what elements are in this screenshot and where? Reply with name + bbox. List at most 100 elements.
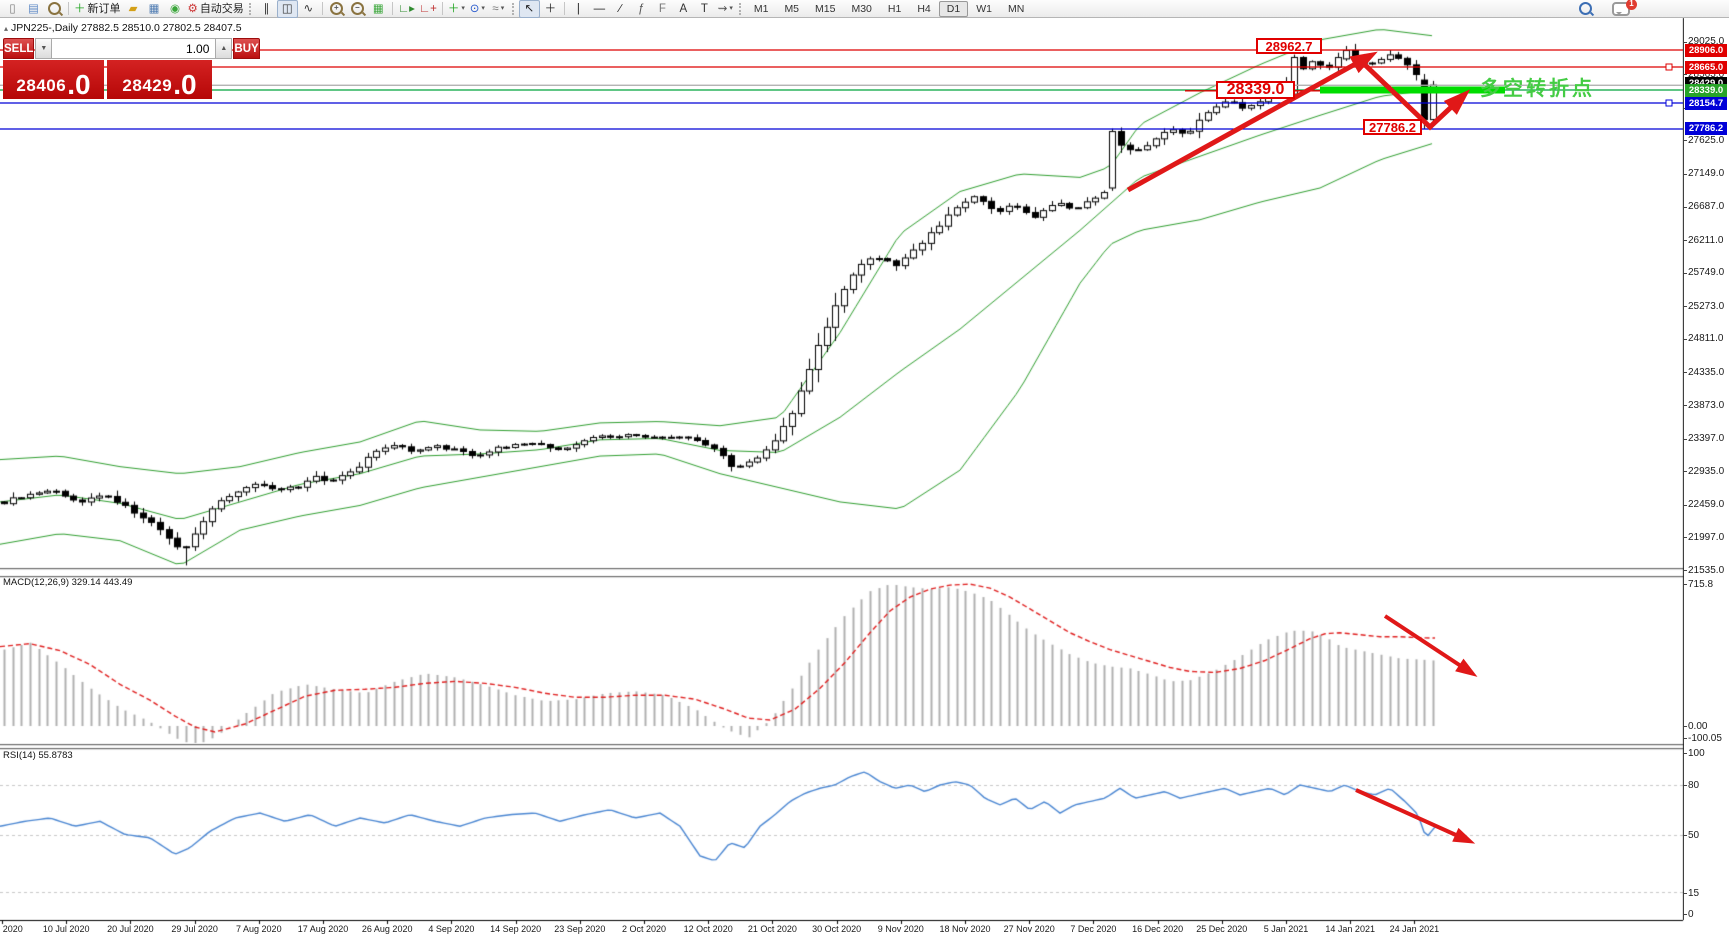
charts-panel-icon[interactable]: ▤ — [28, 2, 39, 15]
price-axis-label: 27625.0 — [1683, 134, 1725, 146]
tf-h4[interactable]: H4 — [917, 2, 931, 15]
chart-shift-button[interactable]: ∟▸ — [397, 2, 415, 15]
toolbar-separator — [321, 2, 323, 15]
tf-d1[interactable]: D1 — [938, 0, 969, 17]
cursor-button[interactable]: ↖ — [518, 0, 540, 18]
search-icon[interactable] — [1575, 0, 1596, 18]
arrow-head — [1455, 658, 1478, 677]
autotrade-button[interactable]: ⚙ 自动交易 — [187, 2, 244, 15]
price-axis-label: 26687.0 — [1683, 201, 1725, 213]
tile-windows-button[interactable]: ▦ — [372, 2, 384, 15]
date-label: 20 Jul 2020 — [107, 924, 154, 934]
date-label: 25 Dec 2020 — [1196, 924, 1248, 934]
buy-price-main: 28429 — [122, 76, 173, 95]
toolbar-separator — [391, 2, 393, 15]
text-label-button[interactable]: T — [700, 2, 708, 15]
tf-w1[interactable]: W1 — [976, 2, 992, 15]
tf-mn[interactable]: MN — [1007, 2, 1025, 15]
one-click-trade-panel: SELL ▼ ▲ BUY 28406 .0 28429 .0 — [3, 38, 260, 100]
chat-icon[interactable]: 1 — [1610, 0, 1637, 18]
line-chart-button[interactable]: ∿ — [303, 2, 314, 15]
indicator-axis-label: 15 — [1683, 887, 1700, 899]
date-label: 1 Jul 2020 — [0, 924, 23, 934]
buy-button[interactable]: BUY — [233, 38, 260, 59]
fibonacci-button[interactable]: ƒ — [638, 2, 645, 15]
date-label: 30 Oct 2020 — [812, 924, 862, 934]
chart-marker-icon: ▴ — [4, 24, 9, 33]
toolbar-separator — [563, 2, 565, 15]
price-annotation-28962.7[interactable]: 28962.7 — [1256, 38, 1322, 54]
template-button[interactable]: ≈ ▾ — [492, 2, 505, 15]
toolbar-separator — [68, 2, 69, 15]
support-highlight-bar[interactable] — [1320, 86, 1505, 94]
grid-button[interactable]: F — [658, 2, 666, 15]
date-label: 17 Aug 2020 — [297, 924, 349, 934]
price-badge-28665.0: 28665.0 — [1685, 60, 1727, 74]
trend-arrow-3[interactable] — [1355, 788, 1468, 842]
volume-stepper: ▼ ▲ — [35, 38, 233, 59]
main-toolbar: ▯ ▤ ＋新订单 ▰ ▦ ◉ ⚙ 自动交易 ∥ ◫ ∿ + − ▦ ∟▸ ∟+ ＋ ▾ ⊙ ▾ ≈ ▾ ↖ ＋ | — ∕ ƒ F A T ⇝… — [0, 0, 1729, 18]
tf-m15[interactable]: M15 — [815, 2, 836, 15]
zoom-out-button[interactable]: − — [347, 0, 368, 18]
sell-price[interactable]: 28406 .0 — [3, 60, 104, 99]
price-axis-label: 22935.0 — [1683, 465, 1725, 477]
gold-icon[interactable]: ▰ — [128, 2, 138, 15]
window-icon[interactable]: ▯ — [9, 2, 16, 15]
new-order-button[interactable]: ＋新订单 — [74, 2, 121, 15]
vertical-line-button[interactable]: | — [576, 2, 580, 15]
period-button[interactable]: ⊙ ▾ — [469, 2, 485, 15]
date-label: 7 Dec 2020 — [1070, 924, 1117, 934]
price-badge-28339.0: 28339.0 — [1685, 83, 1727, 97]
signal-icon[interactable]: ◉ — [169, 2, 181, 15]
trend-arrow-0[interactable] — [1126, 54, 1370, 193]
date-label: 26 Aug 2020 — [361, 924, 413, 934]
zoom-in-button[interactable]: + — [326, 0, 347, 18]
indicator-axis-label: 100 — [1684, 747, 1705, 759]
price-annotation-27786.2[interactable]: 27786.2 — [1363, 119, 1422, 135]
date-label: 14 Sep 2020 — [490, 924, 542, 934]
candle-chart-button[interactable]: ◫ — [276, 0, 298, 18]
terminal-icon[interactable]: ▦ — [148, 2, 160, 15]
toolbar-separator — [441, 2, 443, 15]
indicator-axis-label: 0.00 — [1683, 720, 1708, 732]
tf-m30[interactable]: M30 — [851, 2, 872, 15]
price-badge-27786.2: 27786.2 — [1685, 122, 1727, 136]
date-label: 12 Oct 2020 — [683, 924, 733, 934]
trend-arrow-2[interactable] — [1383, 614, 1472, 674]
trendline-button[interactable]: ∕ — [619, 2, 622, 15]
tf-m5[interactable]: M5 — [784, 2, 800, 15]
price-annotation-28339.0[interactable]: 28339.0 — [1216, 81, 1295, 99]
shapes-button[interactable]: ⇝ ▾ — [717, 2, 733, 15]
bar-chart-button[interactable]: ∥ — [263, 2, 270, 15]
horizontal-line-button[interactable]: — — [593, 2, 606, 15]
date-label: 7 Aug 2020 — [236, 924, 282, 934]
add-indicator-button[interactable]: ＋ ▾ — [447, 2, 465, 15]
rsi-label: RSI(14) 55.8783 — [3, 750, 73, 761]
volume-down-button[interactable]: ▼ — [35, 38, 53, 59]
date-label: 5 Jan 2021 — [1263, 924, 1309, 934]
volume-up-button[interactable]: ▲ — [215, 38, 233, 59]
date-label: 9 Nov 2020 — [877, 924, 924, 934]
volume-input[interactable] — [52, 38, 216, 59]
tf-h1[interactable]: H1 — [887, 2, 902, 15]
buy-price[interactable]: 28429 .0 — [107, 60, 212, 99]
chart-search-icon[interactable] — [44, 0, 65, 18]
trend-arrow-1[interactable] — [1360, 60, 1464, 131]
crosshair-button[interactable]: ＋ — [544, 2, 557, 15]
price-axis[interactable]: 29025.028563.028087.027625.027149.026687… — [1683, 18, 1729, 921]
symbol-period: JPN225-,Daily — [10, 22, 79, 34]
tf-m1[interactable]: M1 — [753, 2, 769, 15]
text-button[interactable]: A — [679, 2, 688, 15]
toolbar-separator — [248, 2, 253, 15]
line-handle[interactable] — [1665, 63, 1673, 71]
price-axis-label: 27149.0 — [1683, 168, 1725, 180]
auto-scroll-button[interactable]: ∟+ — [418, 2, 437, 15]
date-axis[interactable]: 1 Jul 2020 10 Jul 2020 20 Jul 2020 29 Jul 2… — [0, 922, 1683, 940]
ohlc-values: 27882.5 28510.0 27802.5 28407.5 — [80, 22, 242, 34]
line-handle[interactable] — [1665, 99, 1673, 107]
sell-button[interactable]: SELL — [3, 38, 35, 59]
turning-point-text[interactable]: 多空转折点 — [1480, 78, 1595, 100]
